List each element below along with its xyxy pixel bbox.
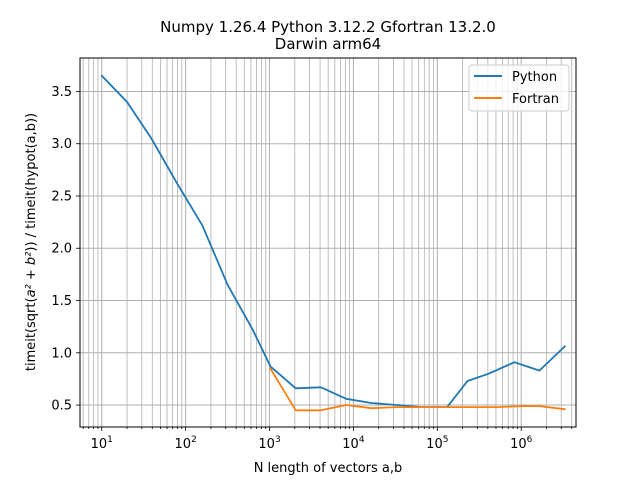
x-tick-label: 106 — [510, 435, 533, 452]
y-tick-label: 3.5 — [51, 85, 72, 100]
legend-python-label: Python — [512, 70, 557, 85]
fortran-series-line — [269, 367, 566, 412]
x-tick-label: 101 — [91, 435, 113, 452]
x-tick-label-base: 10 — [258, 437, 275, 452]
x-tick-label-exponent: 2 — [191, 435, 197, 445]
x-tick-label-base: 10 — [175, 437, 192, 452]
x-tick-label-exponent: 3 — [275, 435, 281, 445]
x-tick-label: 104 — [342, 435, 365, 452]
legend-fortran-label: Fortran — [512, 92, 559, 107]
x-tick-label-exponent: 4 — [359, 435, 365, 445]
y-axis-label: timeit(sqrt(a² + b²)) / timeit(hypot(a,b… — [24, 113, 39, 371]
x-axis-label: N length of vectors a,b — [254, 461, 403, 476]
chart-title-line-2: Darwin arm64 — [275, 35, 381, 53]
x-tick-label-base: 10 — [426, 437, 443, 452]
series-lines — [100, 74, 566, 412]
chart-title-line-1: Numpy 1.26.4 Python 3.12.2 Gfortran 13.2… — [160, 18, 496, 36]
x-tick-label-base: 10 — [510, 437, 527, 452]
x-tick-label-exponent: 1 — [107, 435, 113, 445]
x-tick-label-exponent: 5 — [443, 435, 449, 445]
python-series-line — [100, 74, 566, 409]
x-tick-label: 105 — [426, 435, 448, 452]
x-tick-label-exponent: 6 — [527, 435, 533, 445]
x-tick-label-base: 10 — [342, 437, 359, 452]
y-tick-label: 1.5 — [51, 294, 72, 309]
legend: Python Fortran — [468, 64, 570, 112]
y-axis-label-math: a² + b² — [24, 252, 39, 298]
x-tick-label-base: 10 — [91, 437, 108, 452]
y-tick-label: 1.0 — [51, 346, 72, 361]
grid — [80, 58, 576, 427]
y-axis-label-prefix: timeit(sqrt( — [24, 297, 39, 371]
y-tick-label: 2.5 — [51, 189, 72, 204]
y-tick-label: 3.0 — [51, 137, 72, 152]
y-tick-label: 0.5 — [51, 399, 72, 414]
y-tick-label: 2.0 — [51, 242, 72, 257]
x-tick-label: 103 — [258, 435, 280, 452]
x-tick-label: 102 — [175, 435, 197, 452]
y-axis-label-suffix: )) / timeit(hypot(a,b)) — [24, 113, 39, 252]
